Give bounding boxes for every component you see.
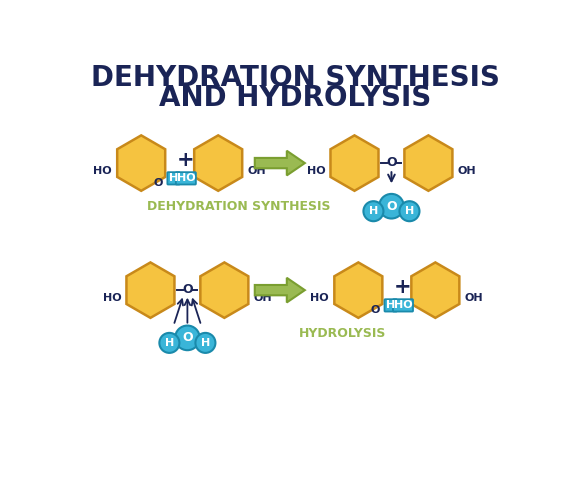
Polygon shape xyxy=(117,135,165,191)
Polygon shape xyxy=(255,151,305,175)
Text: O: O xyxy=(182,331,193,344)
Polygon shape xyxy=(334,263,382,318)
Text: AND HYDROLYSIS: AND HYDROLYSIS xyxy=(159,84,431,112)
Polygon shape xyxy=(404,135,452,191)
Text: HO: HO xyxy=(93,166,112,176)
Polygon shape xyxy=(255,278,305,302)
Text: H: H xyxy=(369,206,378,216)
Text: OH: OH xyxy=(248,166,266,176)
Polygon shape xyxy=(200,263,248,318)
Text: H: H xyxy=(386,300,395,311)
Circle shape xyxy=(400,201,419,221)
Text: O: O xyxy=(153,178,162,188)
Text: O: O xyxy=(386,200,397,213)
Text: H: H xyxy=(405,206,414,216)
Text: HO: HO xyxy=(103,293,121,303)
Text: OH: OH xyxy=(458,166,476,176)
Text: O: O xyxy=(370,305,380,315)
Text: DEHYDRATION SYNTHESIS: DEHYDRATION SYNTHESIS xyxy=(147,200,331,213)
Polygon shape xyxy=(194,135,242,191)
Circle shape xyxy=(379,194,404,218)
Polygon shape xyxy=(331,135,378,191)
Text: O: O xyxy=(386,156,397,169)
Text: +: + xyxy=(394,277,412,297)
Text: H: H xyxy=(201,338,210,348)
FancyBboxPatch shape xyxy=(168,172,180,184)
Text: H: H xyxy=(165,338,174,348)
Text: O: O xyxy=(182,283,193,296)
Circle shape xyxy=(175,325,200,350)
Text: OH: OH xyxy=(465,293,483,303)
Text: +: + xyxy=(177,150,195,170)
Text: DEHYDRATION SYNTHESIS: DEHYDRATION SYNTHESIS xyxy=(91,64,499,92)
Polygon shape xyxy=(411,263,459,318)
FancyBboxPatch shape xyxy=(393,299,413,312)
Text: HO: HO xyxy=(393,300,412,311)
Text: HYDROLYSIS: HYDROLYSIS xyxy=(300,327,386,340)
Text: HO: HO xyxy=(306,166,325,176)
FancyBboxPatch shape xyxy=(176,172,196,184)
Circle shape xyxy=(160,333,179,353)
Polygon shape xyxy=(127,263,175,318)
Circle shape xyxy=(363,201,384,221)
Text: OH: OH xyxy=(253,293,272,303)
Circle shape xyxy=(195,333,215,353)
FancyBboxPatch shape xyxy=(385,299,397,312)
Text: HO: HO xyxy=(310,293,329,303)
Text: HO: HO xyxy=(177,173,195,183)
Text: H: H xyxy=(169,173,178,183)
